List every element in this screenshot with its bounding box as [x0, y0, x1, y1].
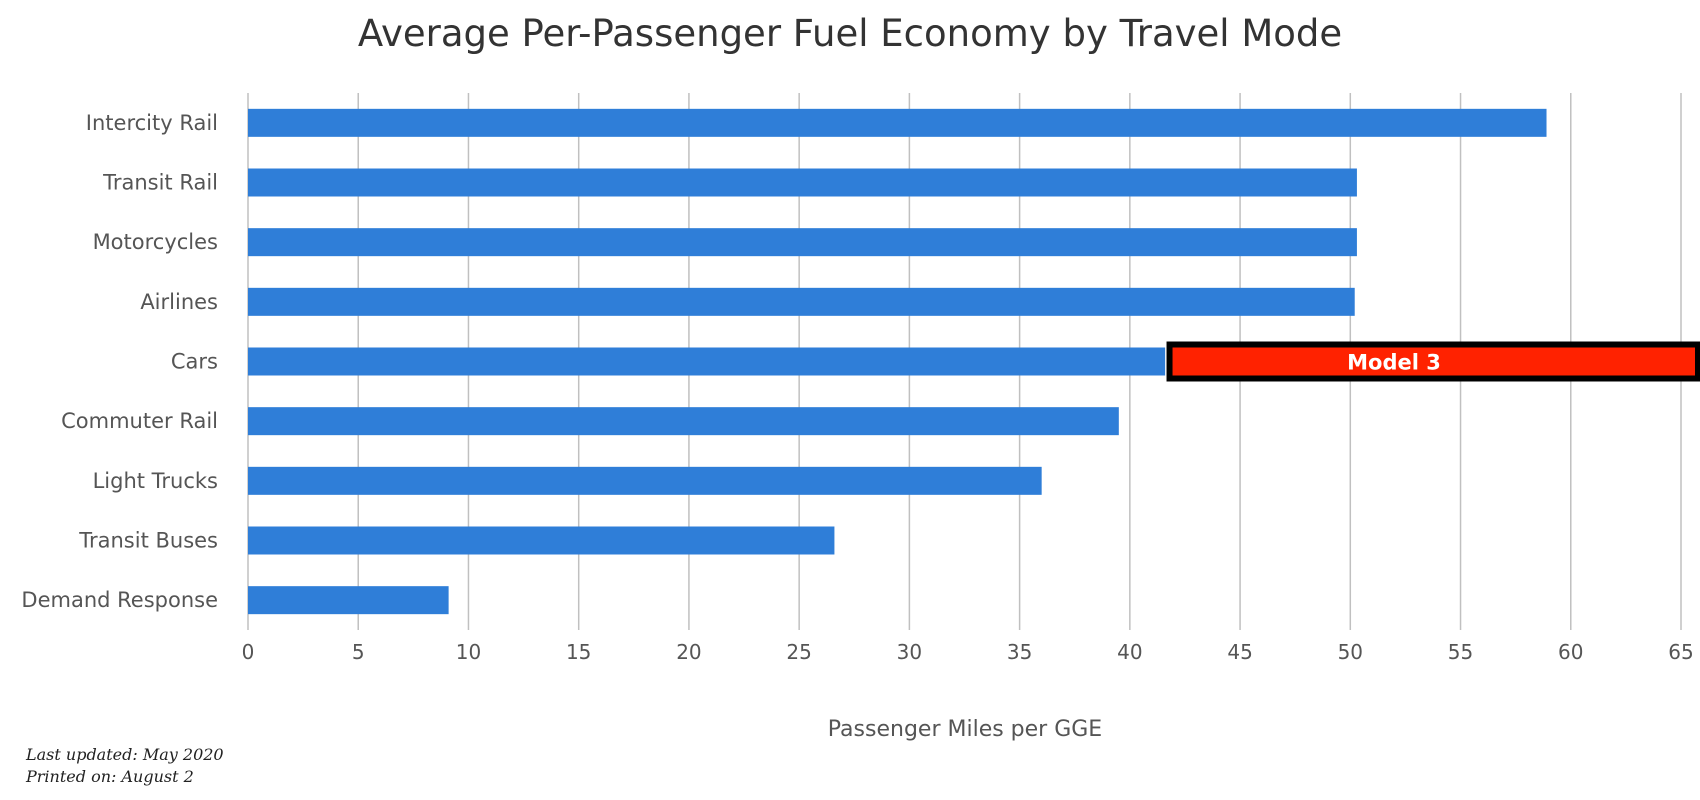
category-label: Airlines [140, 290, 218, 314]
bar [248, 407, 1119, 436]
last-updated-note: Last updated: May 2020 [26, 745, 224, 764]
x-tick-label: 50 [1338, 640, 1363, 664]
category-label: Transit Rail [102, 171, 218, 195]
x-tick-label: 20 [676, 640, 701, 664]
category-label: Motorcycles [93, 230, 218, 254]
chart-title: Average Per-Passenger Fuel Economy by Tr… [357, 12, 1343, 55]
bar [248, 287, 1355, 316]
bar [248, 526, 835, 555]
x-axis-title: Passenger Miles per GGE [828, 717, 1102, 742]
x-tick-label: 55 [1448, 640, 1473, 664]
x-tick-label: 35 [1007, 640, 1032, 664]
x-tick-label: 10 [456, 640, 481, 664]
model-3-annotation-label: Model 3 [1347, 351, 1441, 375]
x-tick-label: 65 [1668, 640, 1693, 664]
category-label: Intercity Rail [86, 111, 218, 135]
bar-layer [248, 108, 1547, 615]
x-tick-label: 40 [1117, 640, 1142, 664]
annotation-layer: Model 3 [1166, 341, 1700, 382]
category-label: Transit Buses [78, 529, 218, 553]
x-tick-label: 30 [897, 640, 922, 664]
category-label: Light Trucks [93, 469, 218, 493]
x-tick-label: 5 [352, 640, 365, 664]
x-tick-label: 25 [786, 640, 811, 664]
x-tick-labels: 0 5 10 15 20 25 30 35 40 45 50 55 60 65 [242, 640, 1694, 664]
bar [248, 347, 1166, 376]
category-label: Demand Response [21, 588, 218, 612]
category-labels: Intercity Rail Transit Rail Motorcycles Air… [21, 111, 218, 612]
bar [248, 466, 1042, 495]
x-tick-label: 0 [242, 640, 255, 664]
x-tick-label: 45 [1227, 640, 1252, 664]
bar [248, 108, 1547, 137]
bar [248, 586, 449, 615]
model-3-annotation-box [1166, 341, 1700, 382]
category-label: Cars [171, 350, 218, 374]
category-label: Commuter Rail [61, 409, 218, 433]
bar [248, 228, 1357, 257]
x-tick-label: 15 [566, 640, 591, 664]
bar [248, 168, 1357, 197]
printed-on-note: Printed on: August 2 [26, 767, 194, 786]
x-tick-label: 60 [1558, 640, 1583, 664]
